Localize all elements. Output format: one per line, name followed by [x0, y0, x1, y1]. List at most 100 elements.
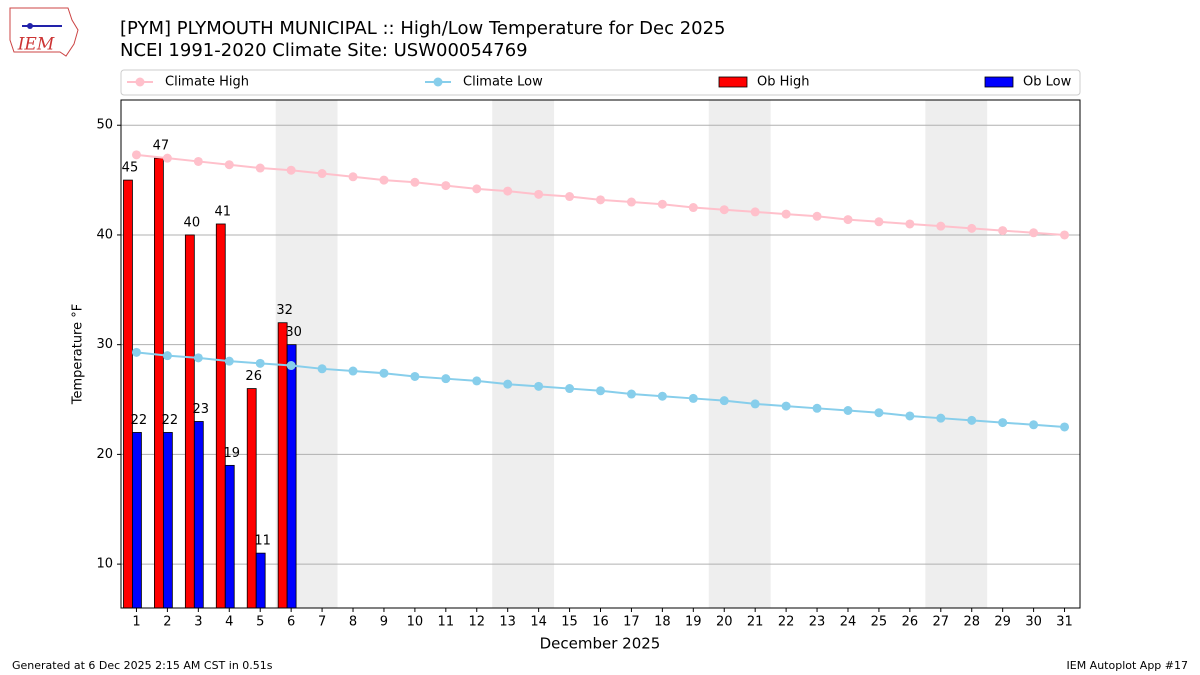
- point: [534, 381, 544, 391]
- x-tick-label: 31: [1056, 615, 1073, 630]
- point: [131, 347, 141, 357]
- x-tick-label: 20: [716, 615, 733, 630]
- data-label: 41: [214, 204, 231, 219]
- data-label: 19: [223, 446, 240, 461]
- point: [626, 197, 636, 207]
- legend-swatch: [718, 76, 748, 88]
- data-label: 30: [285, 325, 302, 340]
- point: [812, 403, 822, 413]
- legend-swatch: [984, 76, 1014, 88]
- point: [874, 408, 884, 418]
- bar: [162, 432, 173, 609]
- point: [193, 156, 203, 166]
- x-tick-label: 6: [287, 615, 295, 630]
- x-tick-label: 15: [561, 615, 578, 630]
- point: [657, 391, 667, 401]
- x-tick-label: 4: [225, 615, 233, 630]
- x-tick-label: 7: [318, 615, 326, 630]
- point: [503, 379, 513, 389]
- bar: [255, 552, 266, 609]
- x-tick-label: 26: [902, 615, 919, 630]
- weekend-band: [492, 100, 555, 608]
- point: [162, 153, 172, 163]
- point: [441, 374, 451, 384]
- footer-left: Generated at 6 Dec 2025 2:15 AM CST in 0…: [12, 659, 273, 672]
- bar: [123, 179, 133, 609]
- point: [688, 393, 698, 403]
- point: [503, 186, 513, 196]
- x-tick-label: 28: [963, 615, 980, 630]
- point: [998, 418, 1008, 428]
- data-label: 22: [162, 413, 179, 428]
- x-tick-label: 18: [654, 615, 671, 630]
- x-tick-label: 11: [438, 615, 455, 630]
- point: [626, 389, 636, 399]
- point: [843, 406, 853, 416]
- y-axis-label: Temperature °F: [71, 304, 86, 405]
- bar: [246, 388, 257, 609]
- point: [843, 215, 853, 225]
- point: [565, 192, 575, 202]
- line: [136, 153, 1065, 236]
- chart-subtitle: NCEI 1991-2020 Climate Site: USW00054769: [120, 40, 528, 61]
- y-tick-label: 20: [96, 447, 113, 462]
- point: [286, 361, 296, 371]
- point: [379, 368, 389, 378]
- weekend-band: [708, 100, 771, 608]
- point: [1060, 230, 1070, 240]
- point: [781, 209, 791, 219]
- data-label: 11: [254, 534, 271, 549]
- x-tick-label: 22: [778, 615, 795, 630]
- data-label: 22: [131, 413, 148, 428]
- bar: [184, 234, 195, 609]
- x-tick-label: 8: [349, 615, 357, 630]
- legend-swatch: [433, 77, 443, 87]
- point: [596, 386, 605, 396]
- bar: [286, 344, 297, 609]
- x-axis-label: December 2025: [540, 635, 661, 653]
- x-tick-label: 13: [499, 615, 516, 630]
- x-tick-label: 24: [840, 615, 857, 630]
- point: [719, 205, 729, 215]
- x-tick-label: 12: [468, 615, 485, 630]
- point: [750, 399, 760, 409]
- point: [379, 175, 389, 185]
- data-label: 26: [245, 369, 262, 384]
- logo-outline: [9, 7, 79, 57]
- x-tick-label: 30: [1025, 615, 1042, 630]
- point: [193, 353, 203, 363]
- point: [441, 181, 451, 191]
- point: [286, 165, 296, 175]
- legend-box: [120, 69, 1081, 96]
- point: [688, 203, 698, 213]
- point: [410, 371, 420, 381]
- x-tick-label: 5: [256, 615, 264, 630]
- point: [998, 226, 1008, 236]
- y-tick-label: 30: [96, 337, 113, 352]
- footer-right: IEM Autoplot App #17: [1067, 659, 1189, 672]
- y-tick-label: 50: [96, 118, 113, 133]
- point: [905, 411, 915, 421]
- data-label: 47: [153, 139, 170, 154]
- legend-swatch: [135, 77, 145, 87]
- legend-label: Ob Low: [1023, 75, 1072, 90]
- point: [596, 195, 605, 205]
- x-tick-label: 23: [809, 615, 826, 630]
- x-tick-label: 27: [933, 615, 950, 630]
- x-tick-label: 19: [685, 615, 702, 630]
- plot-frame: [120, 99, 1081, 609]
- point: [348, 172, 358, 182]
- x-tick-label: 25: [871, 615, 888, 630]
- y-tick-label: 40: [96, 227, 113, 242]
- point: [719, 396, 729, 406]
- point: [255, 358, 265, 368]
- x-tick-label: 17: [623, 615, 640, 630]
- point: [534, 189, 544, 199]
- x-tick-label: 9: [380, 615, 388, 630]
- point: [1029, 420, 1039, 430]
- x-tick-label: 21: [747, 615, 764, 630]
- point: [781, 401, 791, 411]
- x-tick-label: 1: [132, 615, 140, 630]
